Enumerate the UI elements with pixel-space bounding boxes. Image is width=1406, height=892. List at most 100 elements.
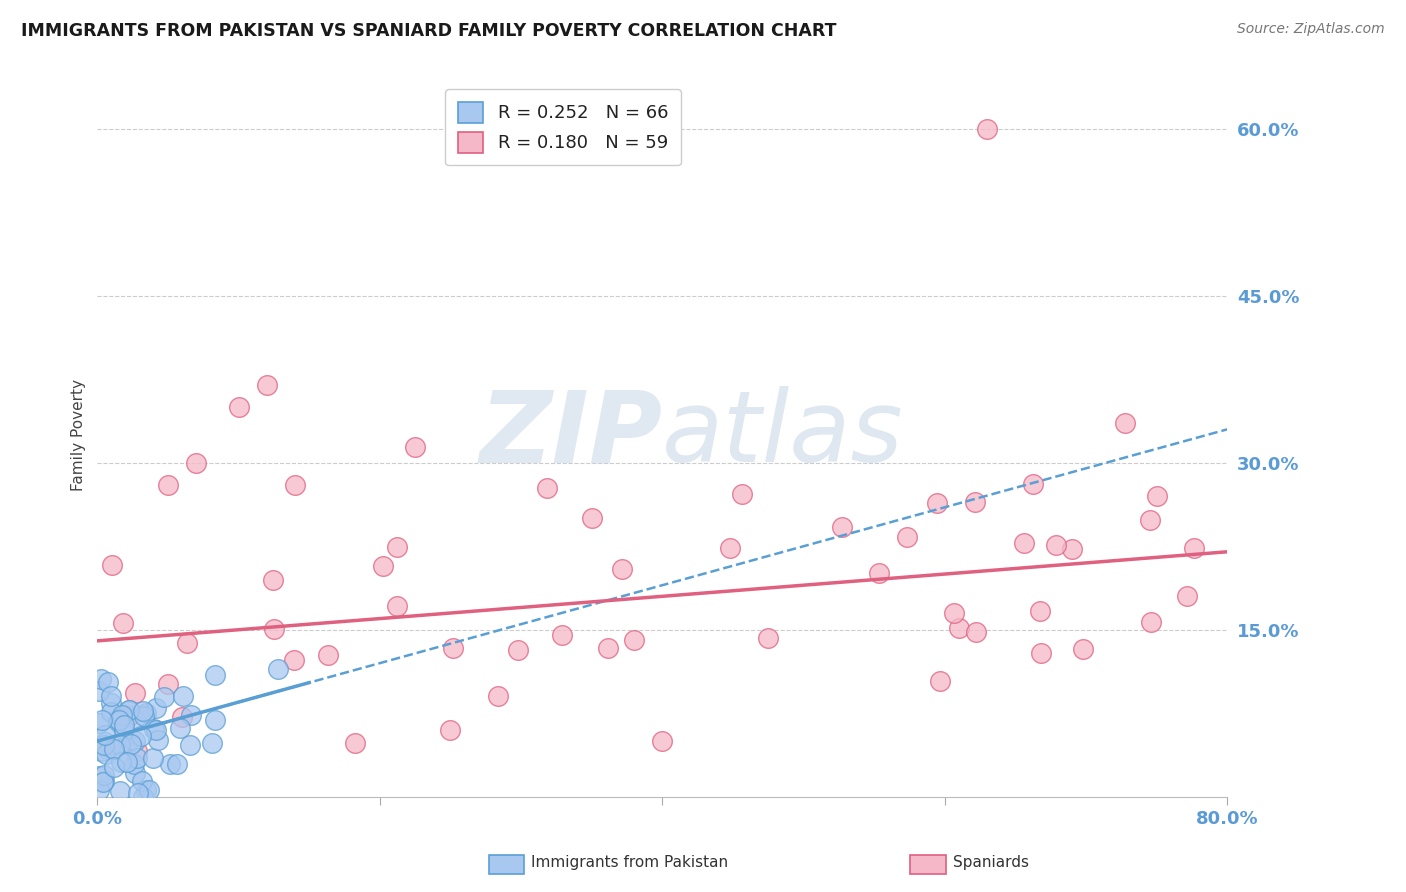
Point [131,773,153,788]
Text: IMMIGRANTS FROM PAKISTAN VS SPANIARD FAMILY POVERTY CORRELATION CHART: IMMIGRANTS FROM PAKISTAN VS SPANIARD FAM… [21,22,837,40]
Point [127,751,149,765]
Point [124,686,146,700]
Point [115,755,138,769]
Point [91,713,114,727]
Point [1114,416,1136,430]
Point [1012,536,1035,550]
Point [127,743,149,757]
Point [94,747,117,761]
Point [256,377,278,392]
Point [146,733,169,747]
Point [204,668,226,682]
Point [118,709,141,723]
Point [1062,542,1084,557]
Point [129,729,152,743]
Point [439,723,461,737]
Text: atlas: atlas [662,386,904,483]
Point [404,441,426,455]
Point [100,706,122,720]
Point [343,736,366,750]
Point [1140,615,1163,629]
Point [93,768,115,782]
Point [204,714,226,728]
Point [124,765,146,780]
Point [145,723,167,737]
Point [135,783,157,797]
Point [316,648,339,662]
Point [112,718,135,732]
Point [124,734,146,748]
Point [1029,646,1052,660]
Point [948,621,970,635]
Point [93,740,115,755]
Point [132,704,155,718]
Point [896,530,918,544]
Point [132,789,155,804]
Point [142,750,165,764]
Point [943,606,966,620]
Point [103,760,125,774]
Point [441,640,464,655]
Point [283,652,305,666]
Point [100,697,122,711]
Point [1021,477,1043,491]
Point [93,739,115,753]
Point [159,757,181,772]
Point [385,599,408,613]
Point [93,728,115,742]
Point [581,511,603,525]
Point [373,559,395,574]
Point [108,783,131,797]
Point [1045,537,1067,551]
Point [651,734,673,748]
Point [87,716,110,731]
Point [156,478,179,492]
Point [385,540,408,554]
Point [176,635,198,649]
Point [263,622,285,636]
Point [598,640,620,655]
Point [506,643,529,657]
Point [1071,641,1094,656]
Point [965,625,987,640]
Point [1146,489,1168,503]
Point [186,456,208,470]
Point [115,738,138,752]
Point [153,690,176,705]
Text: Source: ZipAtlas.com: Source: ZipAtlas.com [1237,22,1385,37]
Point [180,708,202,723]
Point [868,566,890,580]
Point [127,786,149,800]
Point [756,631,779,645]
Point [135,706,157,721]
Point [93,774,115,789]
Y-axis label: Family Poverty: Family Poverty [72,379,86,491]
Point [166,756,188,771]
Point [1139,513,1161,527]
Point [145,700,167,714]
Point [118,703,141,717]
Point [929,673,952,688]
Point [90,672,112,686]
Point [110,755,132,769]
Point [94,735,117,749]
Point [87,783,110,797]
Point [1028,604,1050,618]
Point [169,721,191,735]
Point [157,677,180,691]
Point [965,495,987,509]
Point [138,783,160,797]
Point [610,562,633,576]
Point [267,662,290,676]
Point [120,737,142,751]
Point [1177,589,1199,603]
Point [976,121,998,136]
Point [118,703,141,717]
Point [122,756,145,771]
Point [623,633,645,648]
Point [201,735,224,749]
Point [91,774,114,789]
Point [170,709,193,723]
Point [551,628,574,642]
Point [1182,541,1205,555]
